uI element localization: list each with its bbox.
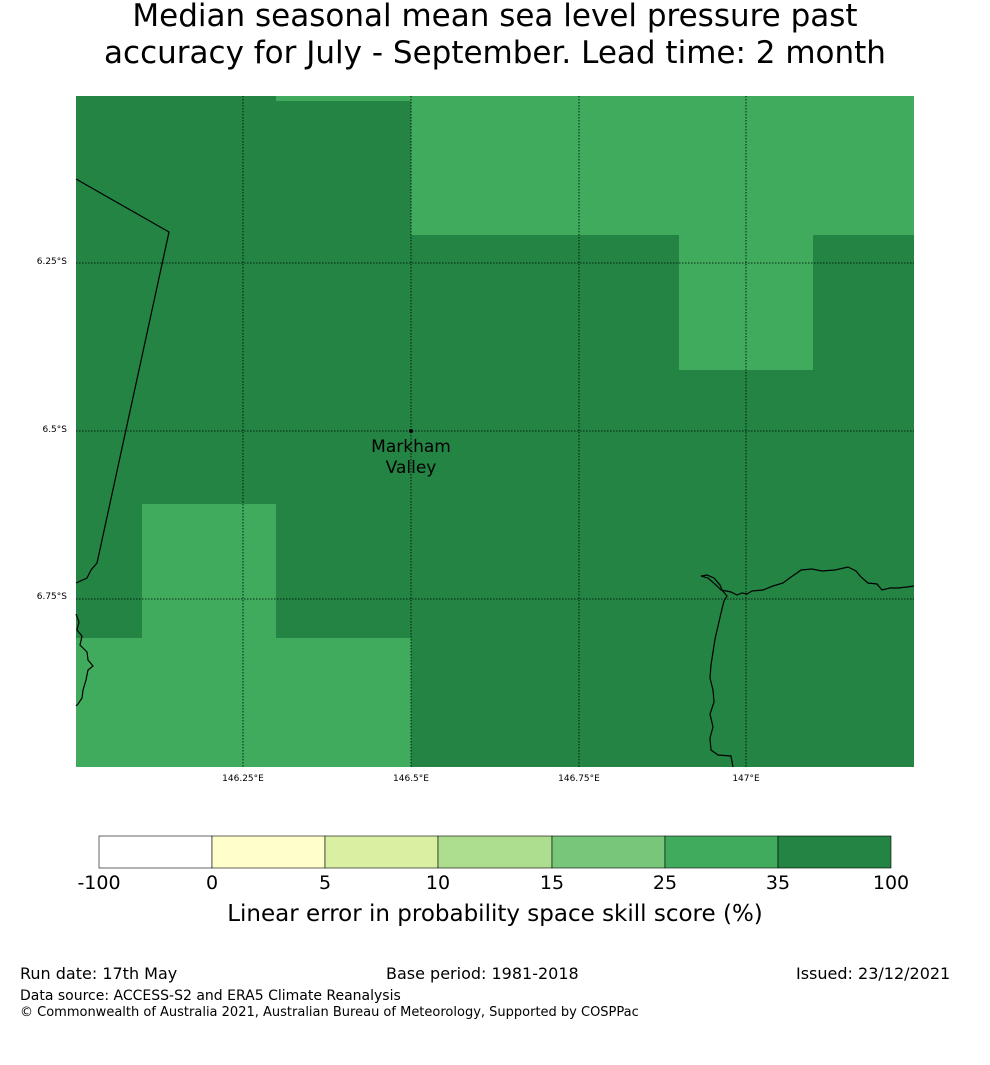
province-border bbox=[75, 178, 170, 584]
lon-label: 146.25°E bbox=[222, 774, 264, 784]
coastlines bbox=[75, 178, 915, 768]
skill-cell-25-35 bbox=[276, 96, 411, 101]
colorbar-segment bbox=[437, 835, 553, 869]
base-period: Base period: 1981-2018 bbox=[386, 964, 579, 983]
coastline-west bbox=[75, 613, 94, 707]
colorbar-label: Linear error in probability space skill … bbox=[227, 901, 763, 927]
skill-cell-25-35 bbox=[411, 96, 914, 235]
skill-cell-25-35 bbox=[76, 638, 411, 767]
skill-cell-25-35 bbox=[142, 504, 276, 638]
colorbar-segment bbox=[777, 835, 892, 869]
colorbar-tick: 25 bbox=[652, 872, 678, 894]
data-source: Data source: ACCESS-S2 and ERA5 Climate … bbox=[20, 988, 401, 1004]
colorbar-tick: 10 bbox=[425, 872, 451, 894]
markham-valley-marker bbox=[409, 429, 413, 433]
copyright: © Commonwealth of Australia 2021, Austra… bbox=[20, 1005, 639, 1020]
issued-date: Issued: 23/12/2021 bbox=[796, 964, 951, 983]
title-line-1: Median seasonal mean sea level pressure … bbox=[132, 0, 858, 34]
lat-label: 6.25°S bbox=[36, 257, 67, 267]
place-label-line2: Valley bbox=[386, 458, 437, 478]
colorbar-tick: 5 bbox=[318, 872, 332, 894]
colorbar-tick: 0 bbox=[205, 872, 219, 894]
lon-label: 146.75°E bbox=[558, 774, 600, 784]
colorbar bbox=[98, 835, 892, 869]
lat-label: 6.75°S bbox=[36, 592, 67, 602]
river-coast-east bbox=[700, 566, 915, 768]
run-date: Run date: 17th May bbox=[20, 964, 178, 983]
colorbar-tick: -100 bbox=[77, 872, 121, 894]
colorbar-segment bbox=[664, 835, 779, 869]
colorbar-segment bbox=[211, 835, 326, 869]
colorbar-tick: 15 bbox=[539, 872, 565, 894]
colorbar-segment bbox=[98, 835, 213, 869]
colorbar-segment bbox=[551, 835, 666, 869]
colorbar-tick: 35 bbox=[765, 872, 791, 894]
colorbar-segment bbox=[324, 835, 439, 869]
graticule bbox=[76, 96, 914, 767]
lon-label: 147°E bbox=[732, 774, 760, 784]
lat-label: 6.5°S bbox=[42, 425, 67, 435]
skill-cell-25-35 bbox=[679, 235, 813, 370]
title-line-2: accuracy for July - September. Lead time… bbox=[104, 35, 886, 71]
place-label-line1: Markham bbox=[371, 437, 451, 457]
colorbar-tick: 100 bbox=[872, 872, 910, 894]
lon-label: 146.5°E bbox=[393, 774, 429, 784]
